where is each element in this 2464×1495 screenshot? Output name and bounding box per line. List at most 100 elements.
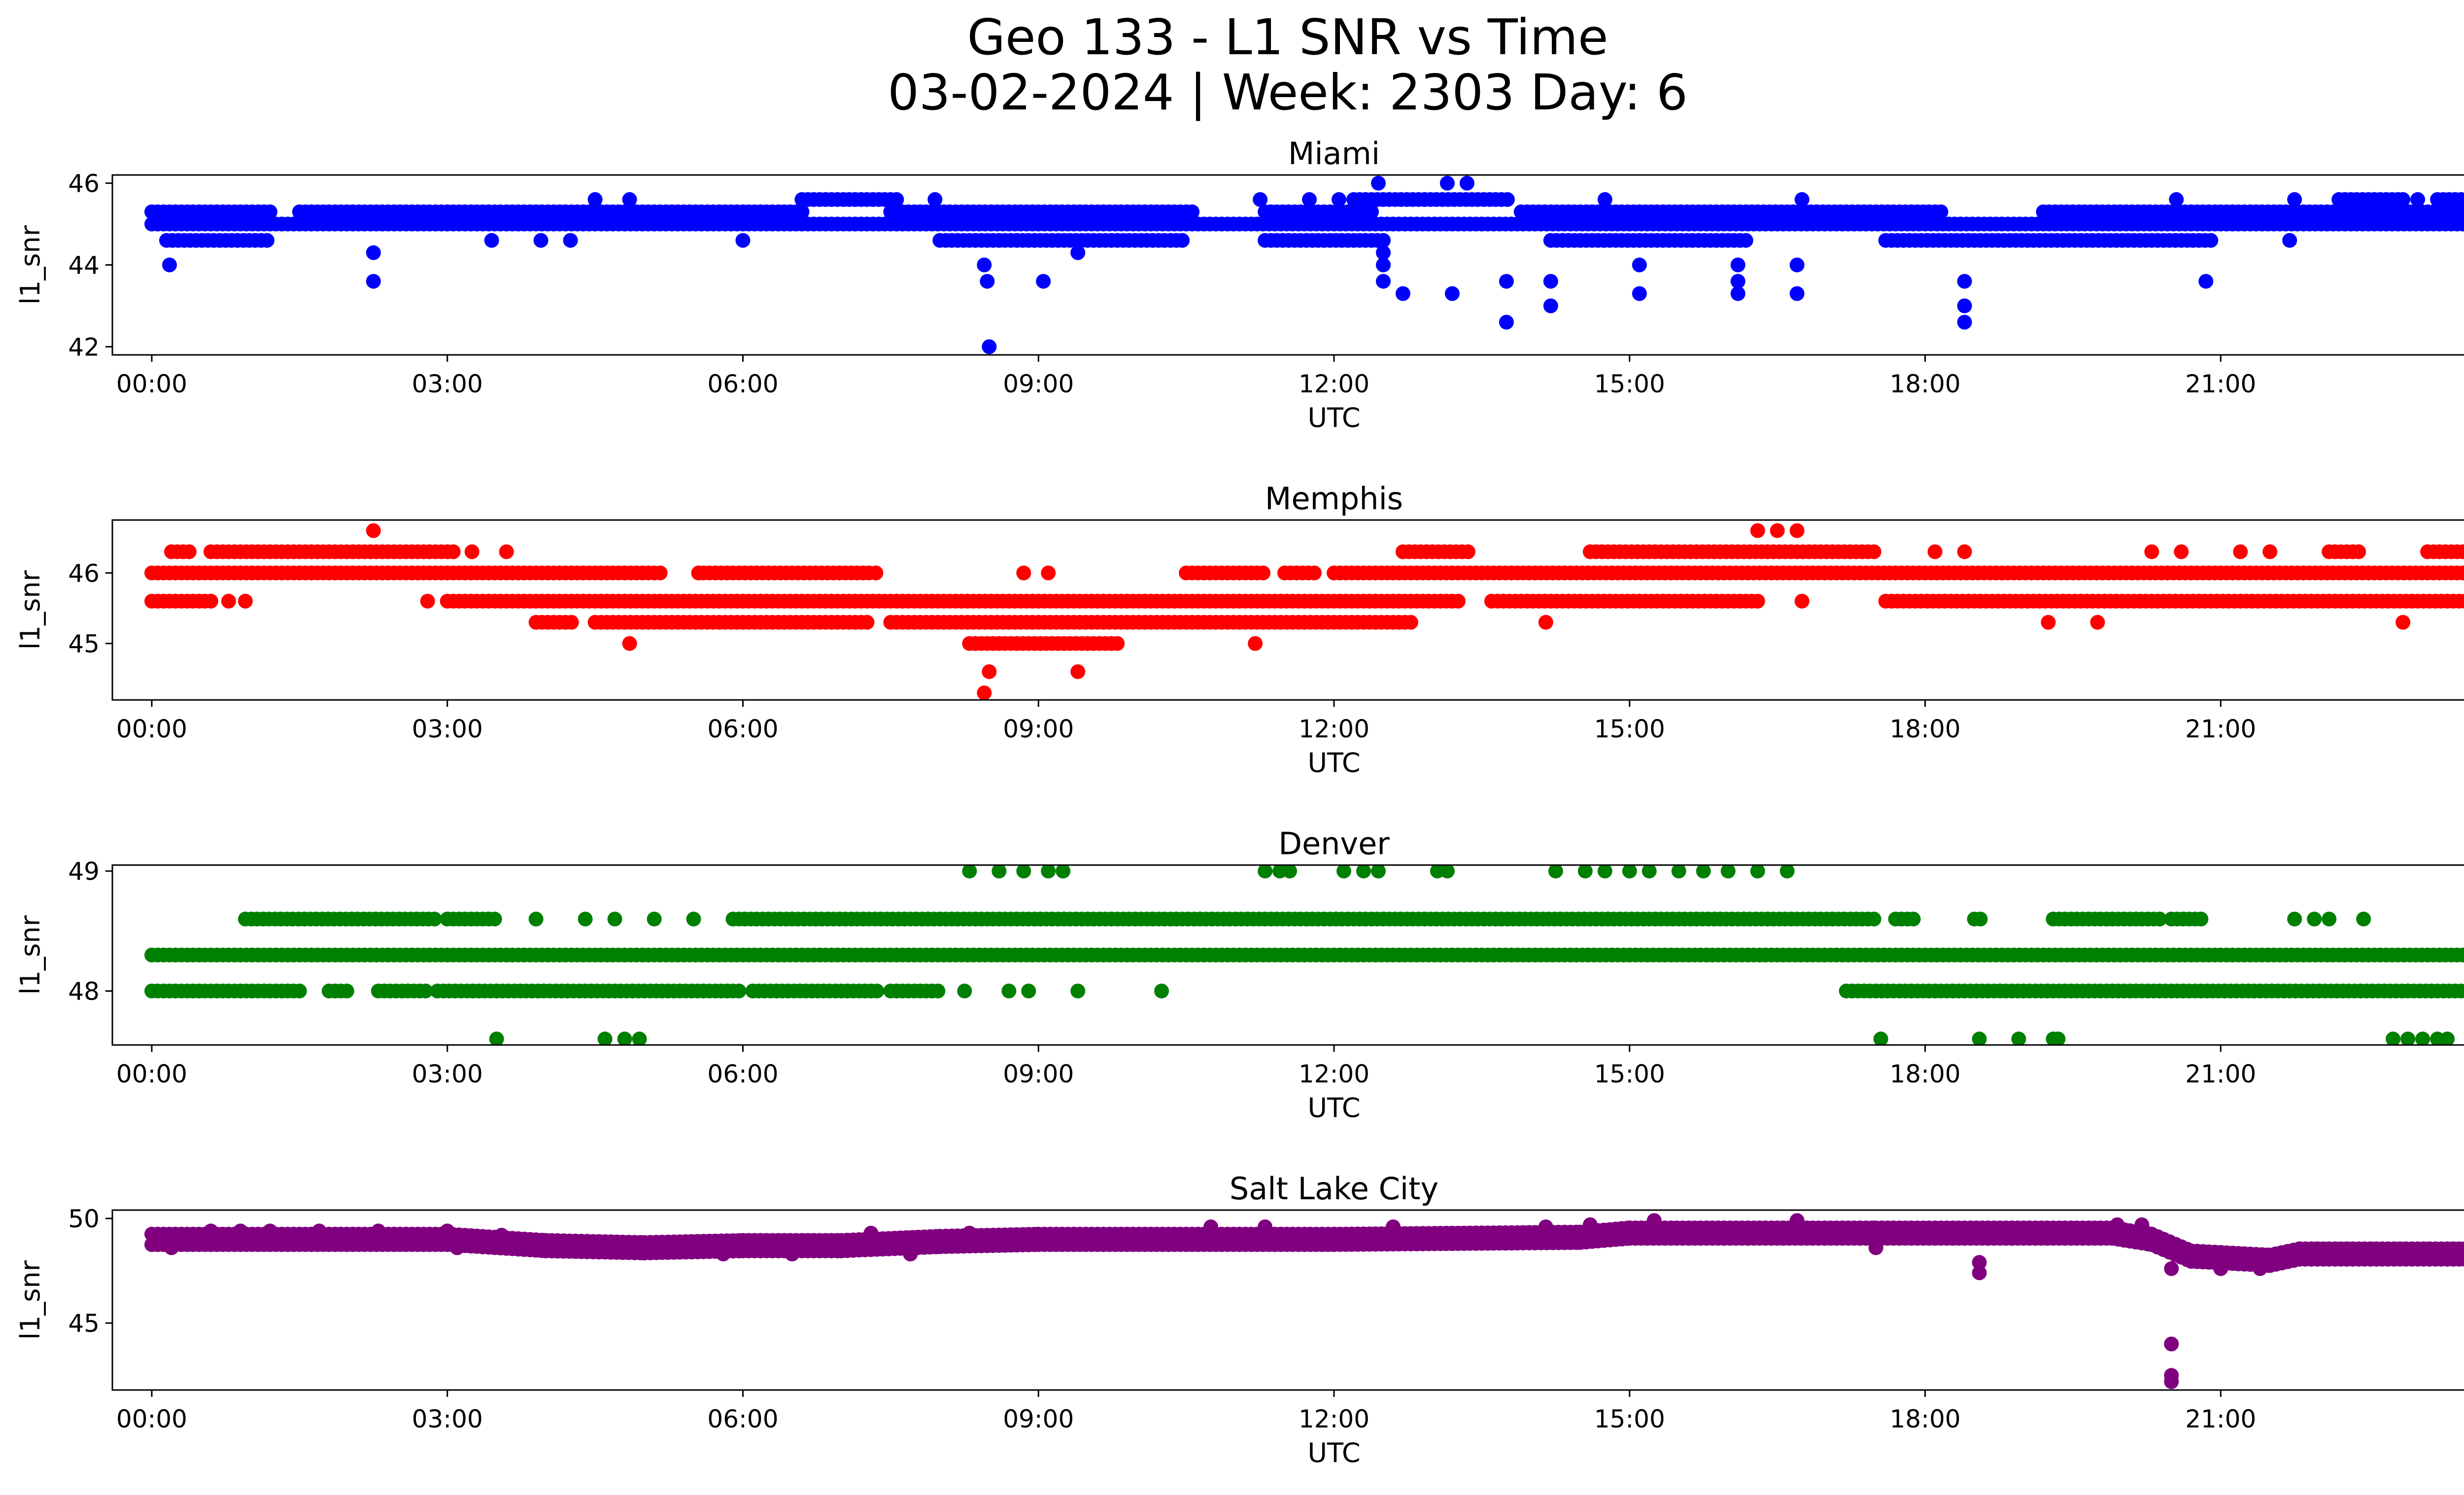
data-point (494, 1227, 509, 1243)
x-tick-label: 03:00 (412, 1060, 483, 1088)
data-point (2460, 984, 2464, 998)
data-point (1041, 865, 1056, 879)
x-tick-label: 21:00 (2185, 370, 2256, 398)
data-point (1175, 233, 1190, 248)
data-point (1500, 192, 1515, 207)
data-point (1632, 286, 1647, 301)
data-point (262, 1223, 277, 1239)
data-point (957, 983, 972, 999)
x-tick-label: 03:00 (412, 370, 483, 398)
data-point (371, 1223, 386, 1239)
data-point (607, 911, 622, 927)
data-point (1036, 274, 1051, 289)
data-point (1371, 175, 1386, 191)
data-point (1671, 865, 1686, 879)
axes-frame (111, 174, 2464, 356)
data-point (2456, 565, 2464, 581)
data-point (1642, 865, 1657, 879)
subplots: Miami 00:00 03:00 06:00 09:00 12:00 15:00 18:00… (15, 136, 2464, 1468)
data-point (259, 233, 274, 248)
data-point (1548, 865, 1563, 879)
data-point (1538, 1219, 1553, 1234)
x-tick-label: 18:00 (1889, 1060, 1960, 1088)
data-point (1789, 257, 1805, 273)
data-point (2164, 1336, 2179, 1352)
data-point (982, 664, 997, 679)
x-axis-label: UTC (1307, 1092, 1360, 1123)
subplot-title: Denver (1278, 826, 1390, 862)
data-point (2051, 1031, 2066, 1045)
data-point (418, 983, 433, 999)
x-tick-label: 09:00 (1003, 1405, 1074, 1433)
data-point (1789, 286, 1805, 301)
x-tick-label: 21:00 (2185, 1405, 2256, 1433)
x-tick-label: 12:00 (1299, 715, 1369, 743)
data-point (1302, 192, 1317, 207)
data-point (1730, 274, 1745, 289)
data-point (366, 523, 381, 538)
data-point (652, 565, 668, 581)
data-point (1794, 593, 1810, 609)
figure-title-line-2: 03-02-2024 | Week: 2303 Day: 6 (888, 64, 1687, 121)
data-point (1070, 983, 1086, 999)
data-point (1973, 911, 1988, 927)
data-point (1450, 593, 1466, 609)
data-point (484, 233, 499, 248)
data-point (1794, 192, 1810, 207)
data-point (445, 544, 461, 559)
subplot-salt-lake-city: Salt Lake City 00:00 03:00 06:00 09:00 12:00 1… (15, 1171, 2464, 1468)
data-point (427, 911, 442, 927)
data-point (1957, 274, 1972, 289)
data-point (1307, 565, 1322, 581)
y-axis-label: l1_snr (15, 915, 46, 995)
x-tick-label: 18:00 (1889, 1405, 1960, 1433)
data-point (1016, 865, 1031, 879)
data-point (2456, 204, 2464, 219)
data-point (1577, 865, 1593, 879)
data-point (292, 983, 307, 999)
data-point (1376, 245, 1391, 260)
data-point (2396, 615, 2411, 630)
x-tick-label: 09:00 (1003, 715, 1074, 743)
data-point (440, 1223, 455, 1239)
x-tick-label: 00:00 (116, 1060, 187, 1088)
data-point (1789, 1213, 1805, 1228)
data-point (2193, 911, 2209, 927)
data-point (2322, 911, 2337, 927)
data-point (980, 274, 995, 289)
subplot-title: Memphis (1265, 481, 1403, 517)
data-point (203, 593, 218, 609)
data-point (563, 233, 578, 248)
data-point (1972, 1255, 1987, 1270)
data-point (1185, 204, 1200, 219)
data-point (1972, 1265, 1987, 1281)
data-point (785, 1247, 800, 1262)
data-point (2456, 544, 2464, 559)
y-axis-label: l1_snr (15, 225, 46, 305)
data-point (1738, 233, 1753, 248)
x-tick-label: 06:00 (707, 1405, 778, 1433)
data-point (617, 1031, 632, 1045)
y-tick-label: 48 (68, 977, 100, 1006)
data-point (2458, 593, 2464, 609)
data-point (1376, 233, 1391, 248)
data-point (2462, 949, 2464, 961)
x-axis-label: UTC (1307, 402, 1360, 433)
data-point (1957, 544, 1972, 559)
data-point (366, 245, 381, 260)
data-point (731, 983, 747, 999)
data-point (2396, 192, 2411, 207)
data-point (794, 204, 810, 219)
data-point (1750, 865, 1765, 879)
data-point (528, 911, 544, 927)
data-point (1070, 664, 1086, 679)
data-point (1371, 865, 1386, 879)
data-point (420, 593, 435, 609)
data-point (489, 1031, 504, 1045)
data-point (233, 1223, 248, 1239)
data-point (2198, 274, 2214, 289)
data-point (716, 1247, 731, 1262)
x-tick-label: 03:00 (412, 1405, 483, 1433)
data-point (533, 233, 548, 248)
